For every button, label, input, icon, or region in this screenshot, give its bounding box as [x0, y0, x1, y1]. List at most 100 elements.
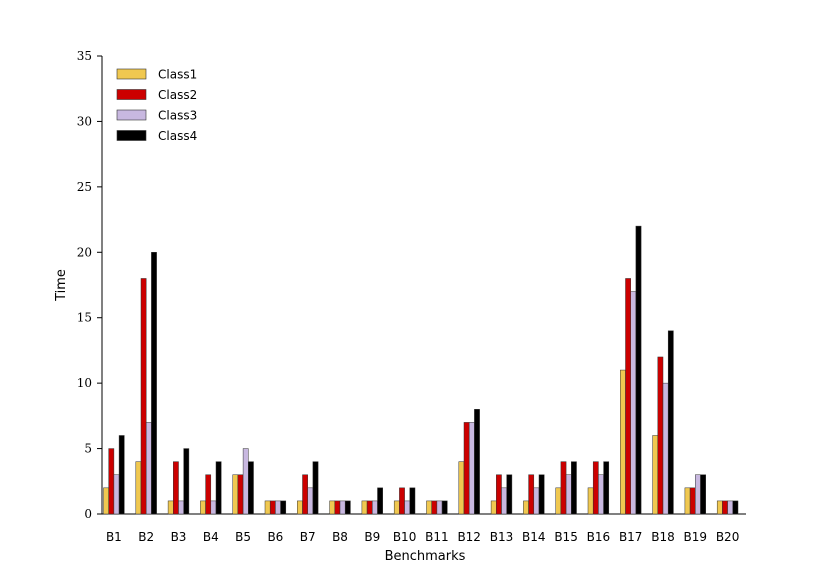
bar-class1-b18 [652, 435, 659, 515]
bar-class1-b19 [684, 487, 691, 515]
bar-class1-b14 [523, 500, 529, 515]
bar-class2-b4 [205, 474, 212, 515]
x-axis-title: Benchmarks [385, 549, 466, 564]
legend-label-class1: Class1 [158, 68, 197, 82]
bar-class1-b4 [200, 500, 206, 515]
bar-class1-b20 [716, 500, 723, 515]
bar-class4-b6 [280, 500, 287, 515]
bar-class4-b5 [248, 461, 254, 515]
x-tick-label: B13 [490, 530, 514, 544]
y-tick-label: 10 [77, 376, 92, 390]
bar-class1-b16 [587, 487, 594, 515]
x-tick-label: B17 [619, 530, 643, 544]
bar-class2-b11 [431, 500, 438, 515]
x-tick-label: B5 [235, 530, 251, 544]
legend: Class1 Class2 Class3 Class4 [116, 68, 197, 143]
bar-class1-b13 [490, 500, 497, 515]
bar-class2-b9 [366, 500, 373, 515]
bar-class1-b11 [426, 500, 432, 515]
x-tick-label: B9 [364, 530, 380, 544]
bar-class2-b18 [657, 356, 664, 515]
bar-class3-b3 [178, 500, 184, 515]
y-ticks: 0 5 10 15 20 25 30 35 [77, 49, 102, 521]
bar-class1-b8 [329, 500, 336, 515]
x-tick-label: B8 [332, 530, 348, 544]
y-tick-label: 0 [84, 507, 92, 521]
bar-class3-b7 [307, 487, 314, 515]
axes [101, 56, 746, 515]
x-tick-label: B1 [106, 530, 122, 544]
legend-swatch-class3 [116, 109, 147, 121]
x-tick-label: B14 [522, 530, 546, 544]
bar-class4-b16 [603, 461, 610, 515]
y-tick-label: 5 [84, 442, 92, 456]
bar-class4-b17 [635, 225, 642, 515]
bar-class1-b10 [393, 500, 400, 515]
bar-class4-b1 [118, 435, 125, 515]
bar-class2-b5 [237, 474, 244, 515]
bar-class3-b4 [210, 500, 217, 515]
bar-class3-b19 [695, 474, 701, 515]
bar-class3-b1 [113, 474, 120, 515]
bar-class1-b15 [555, 487, 562, 515]
bar-class4-b8 [344, 500, 351, 515]
bar-class1-b17 [620, 369, 626, 515]
bar-class3-b16 [598, 474, 604, 515]
bar-class2-b14 [528, 474, 535, 515]
x-tick-label: B10 [393, 530, 417, 544]
bar-class2-b2 [140, 278, 147, 515]
bar-class1-b7 [297, 500, 303, 515]
bar-class4-b14 [538, 474, 545, 515]
bar-class4-b4 [215, 461, 222, 515]
bar-class4-b11 [441, 500, 448, 515]
bar-class4-b7 [312, 461, 319, 515]
bar-class2-b15 [560, 461, 567, 515]
x-tick-label: B12 [457, 530, 481, 544]
bar-class1-b2 [135, 461, 142, 515]
y-tick-label: 35 [77, 49, 92, 63]
bar-class2-b1 [108, 448, 115, 515]
bar-class4-b19 [700, 474, 706, 515]
legend-swatch-class4 [116, 130, 147, 141]
x-tick-label: B7 [300, 530, 316, 544]
x-tick-label: B4 [203, 530, 219, 544]
bar-class3-b6 [275, 500, 281, 515]
bar-class4-b10 [409, 487, 416, 515]
bar-class3-b20 [727, 500, 734, 515]
bar-class3-b9 [372, 500, 378, 515]
legend-label-class2: Class2 [158, 88, 197, 102]
bar-class3-b2 [145, 422, 152, 515]
bar-class4-b2 [151, 252, 157, 515]
x-tick-label: B6 [267, 530, 283, 544]
bar-class2-b16 [592, 461, 599, 515]
bar-class1-b6 [264, 500, 271, 515]
bars [103, 225, 739, 515]
bar-class3-b5 [242, 448, 249, 515]
bar-class4-b12 [474, 409, 480, 515]
bar-class3-b12 [468, 422, 475, 515]
bar-class2-b12 [463, 422, 470, 515]
x-tick-labels: B1 B2 B3 B4 B5 B6 B7 B8 B9 B10 B11 B12 B13 B14 B15 B16 B… [106, 530, 739, 544]
bar-class4-b15 [571, 461, 577, 515]
legend-label-class3: Class3 [158, 109, 197, 123]
x-tick-label: B11 [425, 530, 449, 544]
bar-class2-b6 [269, 500, 276, 515]
bar-class4-b3 [183, 448, 190, 515]
bar-class3-b11 [436, 500, 443, 515]
bar-class3-b17 [630, 291, 637, 515]
bar-class2-b3 [173, 461, 179, 515]
bar-class2-b19 [689, 487, 696, 515]
bar-class2-b13 [496, 474, 502, 515]
x-tick-label: B19 [684, 530, 708, 544]
bar-class2-b8 [334, 500, 341, 515]
legend-swatch-class1 [116, 68, 147, 80]
bar-class3-b18 [662, 382, 669, 515]
x-tick-label: B16 [587, 530, 611, 544]
y-tick-label: 15 [77, 311, 92, 325]
bar-class1-b5 [232, 474, 239, 515]
bar-class3-b10 [404, 500, 411, 515]
y-axis-title: Time [54, 269, 69, 302]
x-tick-label: B2 [138, 530, 154, 544]
bar-class3-b8 [339, 500, 346, 515]
